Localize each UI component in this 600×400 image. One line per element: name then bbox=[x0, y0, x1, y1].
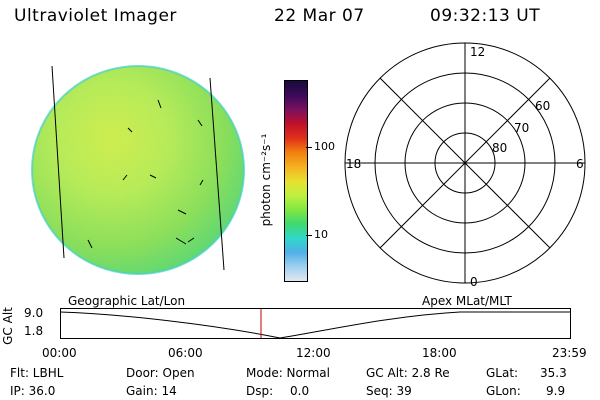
timeline-tick-1: 06:00 bbox=[168, 346, 203, 360]
instrument-title: Ultraviolet Imager bbox=[14, 6, 177, 26]
observation-date: 22 Mar 07 bbox=[274, 6, 365, 26]
timeline-left-label: Geographic Lat/Lon bbox=[68, 294, 186, 308]
polar-label-bottom: 0 bbox=[470, 275, 478, 289]
seq-value: Seq: 39 bbox=[366, 384, 412, 398]
gc-alt-value: GC Alt: 2.8 Re bbox=[366, 366, 450, 380]
timeline-tick-2: 12:00 bbox=[296, 346, 331, 360]
polar-label-left: 18 bbox=[346, 157, 361, 171]
colorbar-tick-100 bbox=[306, 147, 312, 148]
mode-value: Mode: Normal bbox=[246, 366, 330, 380]
colorbar-tick-10 bbox=[306, 235, 312, 236]
timeline-tick-4: 23:59 bbox=[552, 346, 587, 360]
earth-uv-image bbox=[31, 65, 245, 275]
timeline-plot bbox=[60, 308, 571, 339]
polar-label-ring-80: 80 bbox=[492, 141, 507, 155]
timeline-ytick-bottom: 1.8 bbox=[24, 324, 44, 338]
observation-time: 09:32:13 UT bbox=[430, 6, 541, 26]
colorbar-label-100: 100 bbox=[314, 140, 335, 153]
filter-value: Flt: LBHL bbox=[10, 366, 64, 380]
timeline-tick-3: 18:00 bbox=[422, 346, 457, 360]
timeline-tick-0: 00:00 bbox=[42, 346, 77, 360]
timeline-ytick-top: 9.0 bbox=[24, 306, 44, 320]
colorbar-label-10: 10 bbox=[314, 228, 328, 241]
polar-label-ring-60: 60 bbox=[535, 99, 550, 113]
door-status: Door: Open bbox=[126, 366, 195, 380]
polar-label-right: 6 bbox=[576, 157, 584, 171]
glat-value: 35.3 bbox=[540, 366, 567, 380]
polar-grid: 12 0 18 6 60 70 80 bbox=[344, 42, 586, 289]
dsp-label: Dsp: bbox=[246, 384, 274, 398]
altitude-curve bbox=[60, 311, 570, 339]
timeline-yaxis-label: GC Alt bbox=[1, 307, 15, 345]
ip-value: IP: 36.0 bbox=[10, 384, 56, 398]
timeline-right-label: Apex MLat/MLT bbox=[422, 294, 512, 308]
colorbar-unit-label: photon cm⁻²s⁻¹ bbox=[259, 133, 273, 227]
polar-label-top: 12 bbox=[470, 45, 485, 59]
polar-label-ring-70: 70 bbox=[514, 121, 529, 135]
glon-value: 9.9 bbox=[546, 384, 566, 398]
color-scale-bar bbox=[284, 80, 308, 282]
gain-value: Gain: 14 bbox=[126, 384, 177, 398]
glat-label: GLat: bbox=[486, 366, 519, 380]
dsp-value: 0.0 bbox=[290, 384, 310, 398]
glon-label: GLon: bbox=[486, 384, 521, 398]
